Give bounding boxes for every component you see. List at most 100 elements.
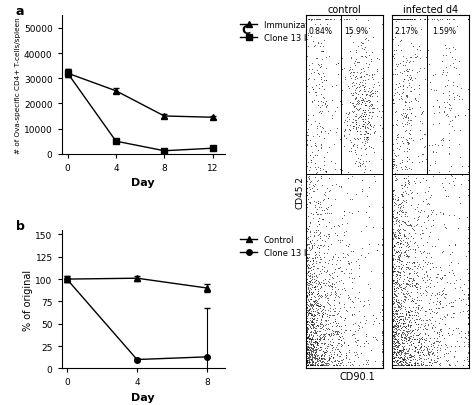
Point — [392, 17, 400, 23]
Point — [305, 279, 313, 285]
Point — [307, 347, 315, 354]
Point — [407, 190, 415, 197]
Point — [332, 318, 339, 324]
Point — [397, 244, 405, 250]
Point — [394, 330, 402, 337]
Point — [446, 150, 453, 157]
Point — [308, 304, 316, 310]
Point — [312, 93, 319, 99]
Point — [415, 153, 422, 160]
Point — [456, 276, 464, 283]
Point — [401, 248, 409, 254]
Point — [305, 298, 312, 305]
Point — [406, 282, 413, 289]
Point — [313, 211, 321, 217]
Point — [303, 294, 311, 300]
Point — [311, 249, 319, 256]
Point — [362, 60, 370, 67]
Point — [399, 347, 407, 353]
Point — [451, 286, 459, 292]
Point — [352, 119, 359, 126]
Point — [403, 69, 410, 75]
Point — [313, 223, 321, 229]
Point — [416, 290, 424, 296]
Point — [419, 334, 426, 340]
Point — [403, 184, 410, 191]
Point — [365, 62, 373, 68]
Point — [316, 303, 324, 309]
Point — [393, 198, 401, 204]
Point — [401, 324, 409, 331]
Point — [342, 135, 350, 142]
Point — [303, 337, 311, 344]
Point — [351, 294, 359, 301]
Point — [394, 256, 402, 263]
Point — [396, 204, 403, 210]
Point — [421, 77, 428, 83]
Point — [317, 242, 325, 249]
Point — [344, 190, 351, 197]
Point — [317, 325, 324, 331]
Point — [397, 347, 405, 353]
Point — [410, 336, 418, 342]
Point — [303, 289, 311, 295]
Point — [316, 347, 324, 353]
Point — [395, 220, 402, 226]
Point — [399, 317, 407, 324]
Point — [423, 347, 431, 354]
Point — [445, 102, 453, 108]
Point — [412, 344, 420, 350]
Point — [392, 233, 399, 240]
Point — [417, 345, 424, 351]
Point — [389, 333, 397, 339]
Point — [389, 310, 397, 317]
Point — [397, 17, 405, 23]
Point — [424, 342, 432, 349]
Point — [349, 101, 356, 107]
Point — [392, 240, 400, 247]
Point — [401, 188, 409, 195]
Point — [429, 207, 437, 214]
Point — [410, 240, 418, 246]
Point — [303, 301, 311, 308]
Point — [367, 285, 374, 291]
Point — [318, 79, 326, 86]
Point — [392, 362, 399, 368]
Point — [324, 331, 331, 337]
Point — [416, 285, 424, 292]
Point — [352, 147, 359, 153]
Point — [344, 292, 352, 298]
Point — [313, 238, 321, 244]
Point — [310, 315, 317, 322]
Point — [414, 202, 422, 208]
Point — [398, 354, 406, 361]
Point — [361, 147, 369, 153]
Point — [303, 277, 311, 283]
Point — [405, 136, 412, 142]
Point — [425, 217, 432, 224]
Point — [397, 200, 404, 207]
Point — [307, 352, 315, 359]
Point — [355, 354, 362, 361]
Point — [411, 309, 419, 316]
Point — [404, 192, 411, 198]
Point — [345, 149, 353, 155]
Point — [400, 233, 408, 239]
Point — [309, 358, 317, 364]
Point — [309, 360, 317, 367]
Point — [406, 357, 414, 363]
Point — [337, 357, 345, 363]
Point — [396, 258, 404, 264]
Point — [361, 313, 368, 320]
Point — [304, 357, 311, 364]
Point — [405, 130, 413, 137]
Point — [348, 109, 356, 115]
Point — [379, 358, 386, 364]
Point — [394, 307, 401, 313]
Point — [304, 341, 312, 347]
Point — [399, 357, 407, 364]
Point — [398, 347, 405, 353]
Point — [402, 197, 410, 203]
Point — [401, 331, 409, 338]
Point — [327, 352, 334, 359]
